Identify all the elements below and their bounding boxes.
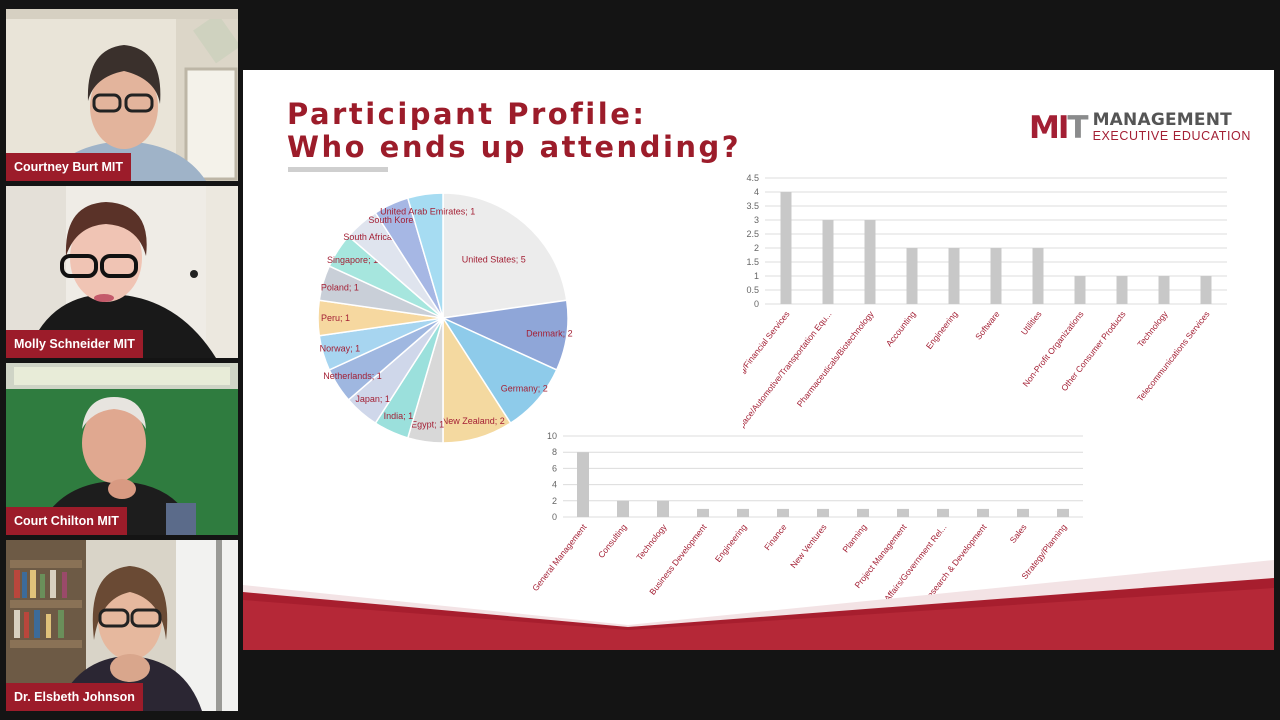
- bar: [857, 508, 869, 517]
- pie-slice-label: India; 1: [384, 411, 414, 421]
- pie-slice-label: Netherlands; 1: [323, 371, 382, 381]
- y-tick-label: 6: [552, 463, 557, 473]
- pie-slice-label: Denmark; 2: [526, 328, 573, 338]
- bar: [822, 220, 834, 304]
- bar: [737, 508, 749, 517]
- x-tick-label: Software: [973, 309, 1002, 342]
- participant-name-tag: Courtney Burt MIT: [6, 153, 132, 181]
- bar: [1074, 276, 1086, 304]
- pie-slice-label: Germany; 2: [501, 383, 548, 393]
- participant-tile-courtney[interactable]: Courtney Burt MIT: [6, 9, 238, 181]
- x-tick-label: Pharmaceuticals/Biotechnology: [795, 308, 876, 408]
- pie-slice-label: Singapore; 1: [327, 255, 378, 265]
- y-tick-label: 0.5: [746, 285, 759, 295]
- y-tick-label: 4: [552, 480, 557, 490]
- y-tick-label: 2.5: [746, 229, 759, 239]
- pie-slice-label: Egypt; 1: [411, 419, 444, 429]
- bar: [937, 508, 949, 517]
- bar: [817, 508, 829, 517]
- pie-slice-label: Norway; 1: [320, 343, 361, 353]
- x-tick-label: Planning: [840, 522, 868, 554]
- bar: [864, 220, 876, 304]
- pie-slice-label: New Zealand; 2: [442, 416, 505, 426]
- pie-slice-label: Japan; 1: [355, 394, 390, 404]
- x-tick-label: Technology: [1135, 308, 1170, 349]
- x-tick-label: Technology: [634, 521, 669, 562]
- bar: [990, 248, 1002, 304]
- slide-footer-wave: [243, 560, 1274, 650]
- participant-tile-court[interactable]: Court Chilton MIT: [6, 363, 238, 535]
- bar: [577, 452, 589, 517]
- participant-video: [6, 363, 238, 535]
- y-tick-label: 10: [547, 431, 557, 441]
- y-tick-label: 3.5: [746, 201, 759, 211]
- logo-line2: EXECUTIVE EDUCATION: [1092, 129, 1251, 143]
- bar: [948, 248, 960, 304]
- x-tick-label: Engineering: [713, 522, 749, 564]
- y-tick-label: 1: [754, 271, 759, 281]
- x-tick-label: Engineering: [924, 309, 960, 351]
- x-tick-label: Telecommunications Services: [1135, 309, 1212, 403]
- bar: [1116, 276, 1128, 304]
- slide-title-line1: Participant Profile:: [287, 97, 647, 131]
- pie-chart-countries: United States; 5 Denmark; 2 Germany; 2 New …: [317, 192, 573, 444]
- pie-slice-label: United Arab Emirates; 1: [380, 207, 475, 217]
- pie-slice-label: South Korea; 1: [368, 215, 428, 225]
- bar: [897, 508, 909, 517]
- y-tick-label: 0: [754, 299, 759, 309]
- bar: [777, 508, 789, 517]
- pie-slice: [442, 192, 568, 319]
- bar: [657, 500, 669, 517]
- participant-video: [6, 540, 238, 711]
- participant-name-tag: Court Chilton MIT: [6, 507, 127, 535]
- bar: [617, 500, 629, 517]
- title-underline: [288, 167, 388, 172]
- x-tick-label: Utilities: [1019, 309, 1044, 337]
- bar: [1158, 276, 1170, 304]
- bar: [1032, 248, 1044, 304]
- pie-slice-label: South Africa; 1: [343, 232, 402, 242]
- y-tick-label: 4.5: [746, 173, 759, 183]
- y-tick-label: 4: [754, 187, 759, 197]
- pie-slice: [406, 192, 444, 319]
- shared-slide: Participant Profile: Who ends up attendi…: [243, 70, 1274, 650]
- bar: [1057, 508, 1069, 517]
- y-tick-label: 8: [552, 447, 557, 457]
- y-tick-label: 2: [754, 243, 759, 253]
- y-tick-label: 1.5: [746, 257, 759, 267]
- x-tick-label: Accounting: [884, 309, 918, 349]
- y-tick-label: 2: [552, 496, 557, 506]
- slide-title-line2: Who ends up attending?: [287, 130, 742, 164]
- bar: [697, 508, 709, 517]
- bar: [906, 248, 918, 304]
- bar: [977, 508, 989, 517]
- y-tick-label: 3: [754, 215, 759, 225]
- logo-line1: MANAGEMENT: [1092, 110, 1232, 130]
- mit-management-logo: MIT MANAGEMENT EXECUTIVE EDUCATION: [1029, 110, 1251, 146]
- participant-tile-elsbeth[interactable]: Dr. Elsbeth Johnson: [6, 540, 238, 711]
- slide-title: Participant Profile: Who ends up attendi…: [287, 98, 741, 164]
- participant-name-tag: Dr. Elsbeth Johnson: [6, 683, 143, 711]
- x-tick-label: Consulting: [596, 522, 629, 560]
- bar: [1200, 276, 1212, 304]
- participant-name-tag: Molly Schneider MIT: [6, 330, 143, 358]
- x-tick-label: Sales: [1008, 522, 1029, 545]
- bar: [1017, 508, 1029, 517]
- y-tick-label: 0: [552, 512, 557, 522]
- bar: [780, 192, 792, 304]
- pie-slice-label: Poland; 1: [321, 283, 359, 293]
- mit-logo-mark: MIT: [1029, 110, 1089, 146]
- participant-tile-molly[interactable]: Molly Schneider MIT: [6, 186, 238, 358]
- pie-slice-label: Peru; 1: [321, 313, 350, 323]
- x-tick-label: Finance: [762, 522, 789, 552]
- pie-slice-label: United States; 5: [462, 254, 526, 264]
